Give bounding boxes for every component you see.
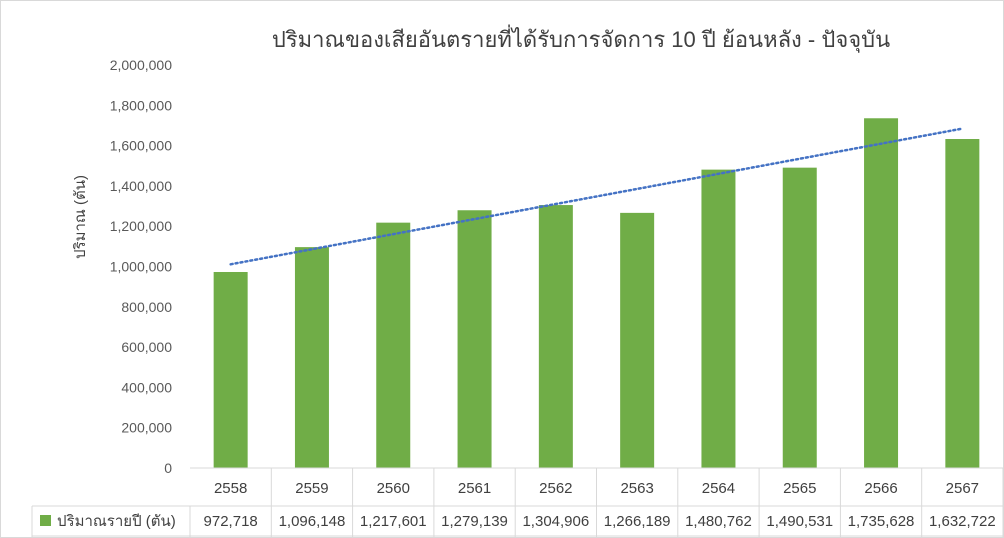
legend-swatch: [40, 515, 51, 526]
bar-2559: [294, 247, 329, 468]
y-axis-label: ปริมาณ (ตัน): [72, 175, 89, 259]
x-tick-label: 2564: [702, 480, 735, 497]
y-tick-label: 1,600,000: [110, 138, 172, 154]
bar-2564: [701, 169, 736, 468]
data-label: 1,735,628: [848, 513, 915, 530]
bar-2561: [457, 210, 492, 469]
x-tick-label: 2567: [946, 480, 979, 497]
data-label: 1,480,762: [685, 513, 752, 530]
data-label: 1,632,722: [929, 513, 996, 530]
y-tick-label: 200,000: [121, 420, 172, 436]
data-label: 1,279,139: [441, 513, 508, 530]
data-table: 2558 2559 2560 2561 2562 2563 2564 2565 2566 2567…: [31, 467, 1003, 537]
y-tick-label: 1,200,000: [110, 218, 172, 234]
legend-label: ปริมาณรายปี (ตัน): [57, 513, 176, 530]
bar-2565: [782, 167, 817, 468]
y-tick-label: 1,800,000: [110, 97, 172, 113]
bar-2567: [945, 139, 980, 468]
chart-title: ปริมาณของเสียอันตรายที่ได้รับการจัดการ 1…: [272, 24, 890, 53]
bar-2560: [376, 222, 411, 468]
y-tick-label: 2,000,000: [110, 57, 172, 73]
bar-2563: [620, 212, 655, 468]
y-tick-label: 1,400,000: [110, 178, 172, 194]
bar-2562: [538, 205, 573, 468]
x-tick-label: 2566: [864, 480, 897, 497]
bar-2566: [864, 118, 899, 468]
x-tick-label: 2560: [377, 480, 410, 497]
y-tick-label: 0: [164, 460, 172, 476]
data-label: 1,304,906: [522, 513, 589, 530]
bars: [213, 118, 980, 469]
trendline-group: [229, 127, 964, 266]
x-tick-label: 2559: [295, 480, 328, 497]
y-tick-label: 600,000: [121, 339, 172, 355]
data-label: 1,490,531: [766, 513, 833, 530]
x-tick-label: 2563: [620, 480, 653, 497]
bar-2558: [213, 271, 248, 468]
x-tick-label: 2565: [783, 480, 816, 497]
data-label: 972,718: [204, 513, 258, 530]
x-tick-label: 2562: [539, 480, 572, 497]
x-tick-label: 2558: [214, 480, 247, 497]
y-tick-label: 800,000: [121, 299, 172, 315]
y-axis-ticks: 0 200,000 400,000 600,000 800,000 1,000,000 1,…: [110, 57, 173, 476]
data-label: 1,266,189: [604, 513, 671, 530]
trendline: [229, 127, 964, 266]
data-label: 1,217,601: [360, 513, 427, 530]
y-tick-label: 400,000: [121, 379, 172, 395]
x-tick-label: 2561: [458, 480, 491, 497]
y-tick-label: 1,000,000: [110, 259, 172, 275]
data-label: 1,096,148: [279, 513, 346, 530]
